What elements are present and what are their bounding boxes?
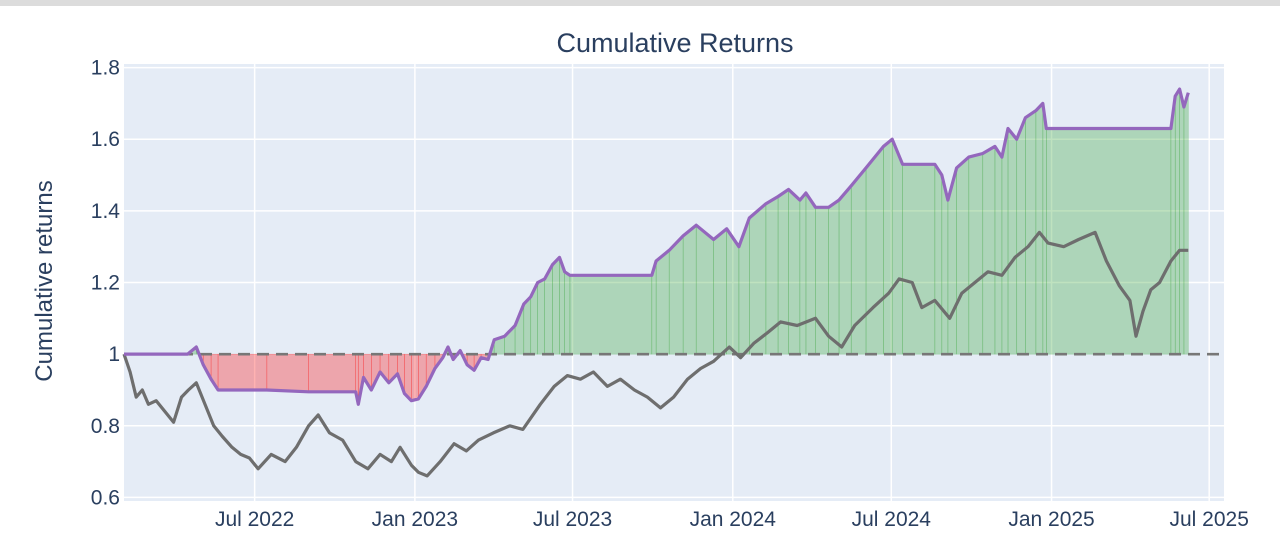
outperformance-fill [1025, 109, 1037, 355]
top-bar [0, 0, 1280, 6]
outperformance-fill [695, 224, 714, 355]
outperformance-fill [865, 145, 884, 355]
outperformance-fill [1042, 103, 1047, 355]
y-tick-label: 0.8 [91, 415, 120, 438]
y-tick-label: 1 [108, 343, 120, 366]
outperformance-fill [1007, 127, 1018, 355]
outperformance-fill [941, 174, 949, 355]
x-tick-label: Jul 2022 [215, 508, 294, 531]
x-tick-label: Jan 2025 [1008, 508, 1094, 531]
outperformance-fill [994, 145, 1003, 355]
outperformance-fill [968, 153, 984, 355]
outperformance-fill [1174, 88, 1180, 355]
outperformance-fill [902, 163, 936, 355]
x-tick-label: Jul 2023 [533, 508, 612, 531]
y-tick-label: 0.6 [91, 486, 120, 509]
outperformance-fill [552, 256, 560, 355]
outperformance-fill [682, 224, 697, 355]
underperformance-fill [217, 353, 268, 391]
outperformance-fill [805, 191, 816, 355]
outperformance-fill [655, 249, 670, 355]
outperformance-fill [828, 199, 840, 355]
y-tick-label: 1.8 [91, 57, 120, 80]
outperformance-fill [537, 278, 545, 355]
benchmark-line [122, 230, 1189, 478]
x-tick-label: Jul 2025 [1169, 508, 1248, 531]
outperformance-fill [1016, 117, 1026, 355]
outperformance-fill [934, 163, 943, 355]
outperformance-fill [891, 139, 903, 355]
outperformance-fill [799, 192, 807, 355]
outperformance-fill [982, 145, 996, 355]
underperformance-fill [411, 353, 419, 402]
outperformance-fill [1035, 102, 1044, 355]
outperformance-fill [749, 203, 767, 355]
outperformance-fill [668, 235, 684, 355]
outperformance-fill [726, 227, 740, 355]
outperformance-fill [1001, 128, 1009, 355]
outperformance-fill [564, 271, 571, 355]
underperformance-fill [266, 353, 309, 393]
y-axis-label: Cumulative returns [31, 180, 58, 381]
outperformance-fill [713, 228, 727, 355]
strategy-line [124, 87, 1190, 406]
outperformance-fill [777, 188, 789, 355]
outperformance-fill [1179, 89, 1185, 355]
y-tick-label: 1.6 [91, 128, 120, 151]
x-tick-label: Jan 2023 [372, 508, 458, 531]
outperformance-fill [838, 184, 852, 355]
outperformance-fill [883, 138, 893, 355]
chart-title: Cumulative Returns [556, 28, 793, 58]
outperformance-fill [1170, 96, 1176, 355]
underperformance-fill [308, 353, 356, 393]
outperformance-fill [956, 156, 970, 355]
outperformance-fill [788, 188, 801, 355]
x-tick-label: Jul 2024 [852, 508, 932, 531]
outperformance-fill [569, 275, 653, 355]
outperformance-fill [1183, 92, 1189, 355]
y-tick-label: 1.4 [91, 200, 121, 223]
outperformance-fill [1046, 128, 1172, 355]
x-tick-label: Jan 2024 [690, 508, 777, 531]
y-tick-label: 1.2 [91, 272, 120, 295]
